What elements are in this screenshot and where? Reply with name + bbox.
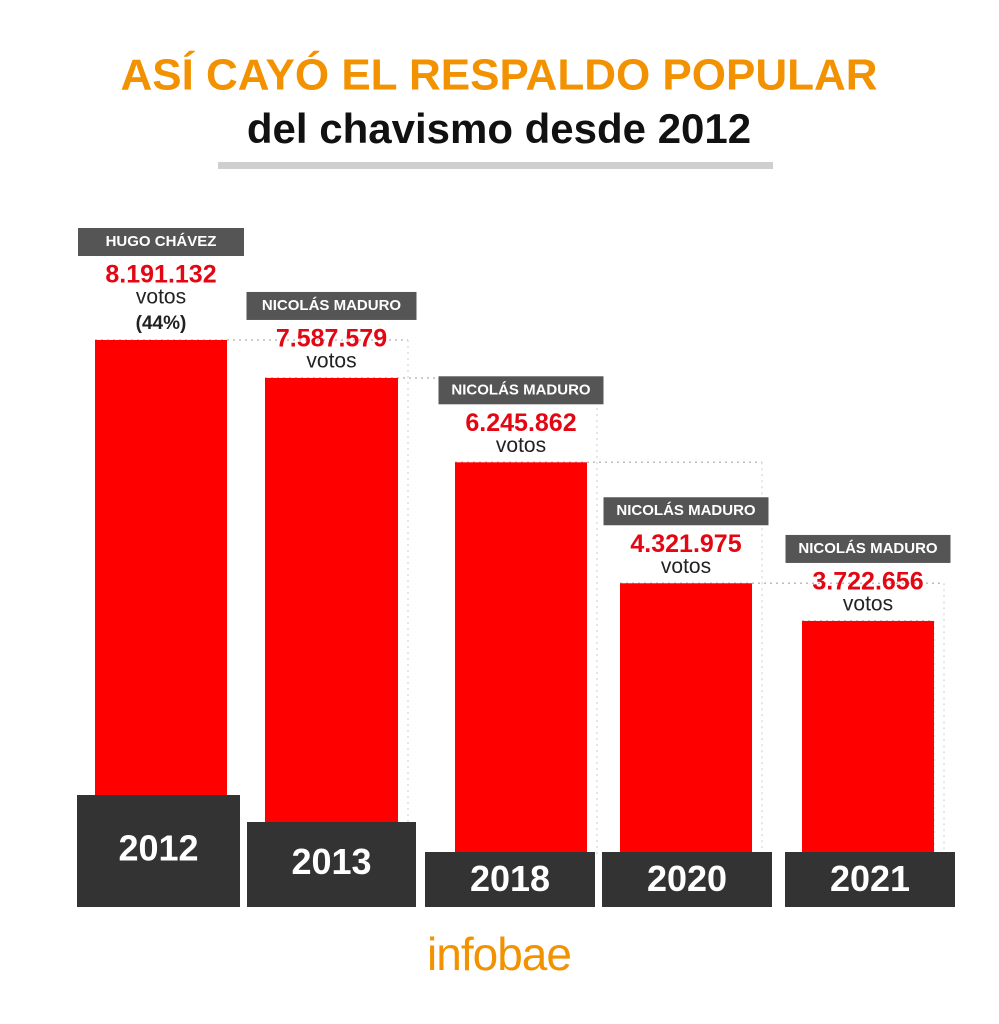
year-box [77,795,240,907]
chart-title: ASÍ CAYÓ EL RESPALDO POPULAR [120,50,877,100]
value-label: 4.321.975 [630,530,741,558]
title-underline [218,162,773,169]
name-box [785,534,951,563]
brand: infobae [427,928,571,980]
x-tick-label: 2021 [830,858,910,899]
unit-label: votos [661,555,711,578]
bar [455,462,587,855]
unit-label: votos [136,286,186,309]
x-tick-label: 2020 [647,858,727,899]
candidate-name: NICOLÁS MADURO [798,540,937,557]
x-tick-label: 2012 [118,828,198,869]
bar [802,620,934,855]
x-tick-label: 2018 [470,858,550,899]
chart-subtitle: del chavismo desde 2012 [247,105,751,152]
name-box [603,497,769,526]
bar [265,377,398,855]
year-box [425,852,595,907]
annotation: (44%) [136,313,187,334]
name-box [246,291,417,320]
candidate-name: NICOLÁS MADURO [262,297,401,314]
unit-label: votos [843,592,893,615]
value-label: 7.587.579 [276,325,387,353]
value-label: 6.245.862 [465,409,576,437]
plot: HUGO CHÁVEZ8.191.132votos(44%)2012NICOLÁ… [77,228,955,907]
unit-label: votos [496,434,546,457]
bar [95,340,227,855]
unit-label: votos [306,349,356,372]
name-box [78,228,244,256]
year-box [602,852,772,907]
year-box [247,822,416,907]
value-label: 3.722.656 [812,568,923,596]
year-box [785,852,955,907]
candidate-name: HUGO CHÁVEZ [106,233,217,250]
candidate-name: NICOLÁS MADURO [616,502,755,519]
x-tick-label: 2013 [291,841,371,882]
bar [620,583,752,855]
name-box [438,376,604,405]
value-label: 8.191.132 [105,261,216,289]
candidate-name: NICOLÁS MADURO [451,381,590,398]
